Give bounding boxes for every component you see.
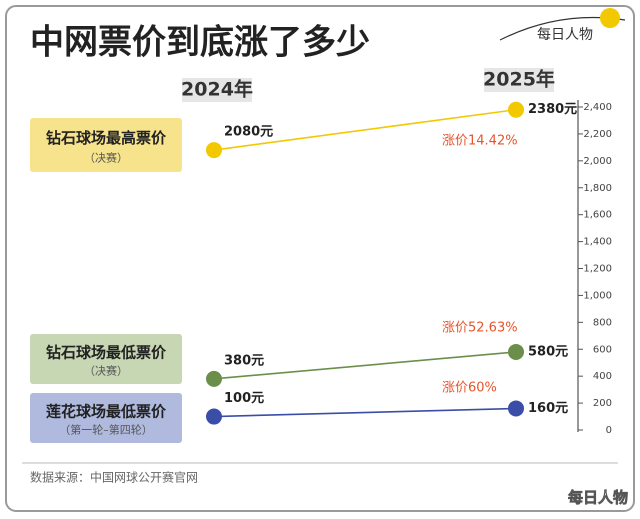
value-label: 160元 (528, 401, 568, 416)
source: 数据来源：中国网球公开赛官网 (30, 470, 198, 485)
series-name: 钻石球场最高票价 (46, 129, 167, 147)
y-tick-label: 2,000 (583, 156, 612, 167)
y-tick-label: 1,200 (583, 264, 612, 275)
point (508, 101, 524, 118)
chart-title: 中网票价到底涨了多少 (30, 23, 370, 63)
watermark: 每日人物 (568, 489, 628, 507)
series-line (213, 108, 517, 151)
point (206, 370, 222, 387)
value-label: 2080元 (224, 125, 273, 140)
y-tick-label: 2,400 (583, 102, 612, 113)
value-label: 2380元 (528, 102, 577, 117)
series-subtitle: （第一轮–第四轮） (59, 423, 153, 437)
value-label: 100元 (224, 391, 264, 406)
y-tick-label: 400 (593, 371, 612, 382)
change-label: 涨价60% (442, 381, 497, 396)
series-line (213, 407, 517, 418)
series-box (30, 393, 182, 443)
series-subtitle: （决赛） (84, 151, 128, 165)
y-tick-label: 800 (593, 317, 612, 328)
series-line (213, 351, 517, 380)
y-tick-label: 1,400 (583, 237, 612, 248)
y-tick-label: 200 (593, 398, 612, 409)
y-tick-label: 2,200 (583, 129, 612, 140)
y-tick-label: 600 (593, 344, 612, 355)
y-tick-label: 1,000 (583, 290, 612, 301)
change-label: 涨价52.63% (442, 321, 518, 336)
year-bg (182, 78, 252, 102)
point (206, 408, 222, 425)
value-label: 580元 (528, 344, 568, 359)
series-box (30, 334, 182, 384)
point (206, 142, 222, 159)
series-subtitle: （决赛） (84, 364, 128, 378)
change-label: 涨价14.42% (442, 134, 518, 149)
series-box (30, 118, 182, 172)
logo-ball (600, 8, 620, 28)
series-name: 莲花球场最低票价 (46, 403, 167, 421)
series-name: 钻石球场最低票价 (46, 344, 167, 362)
year-label: 2024年 (181, 78, 253, 101)
y-tick-label: 1,800 (583, 183, 612, 194)
year-label: 2025年 (483, 68, 555, 91)
y-tick-label: 1,600 (583, 210, 612, 221)
logo-text: 每日人物 (537, 27, 593, 43)
point (508, 400, 524, 417)
year-bg (484, 68, 554, 92)
y-tick-label: 0 (606, 425, 612, 436)
value-label: 380元 (224, 353, 264, 368)
point (508, 343, 524, 360)
